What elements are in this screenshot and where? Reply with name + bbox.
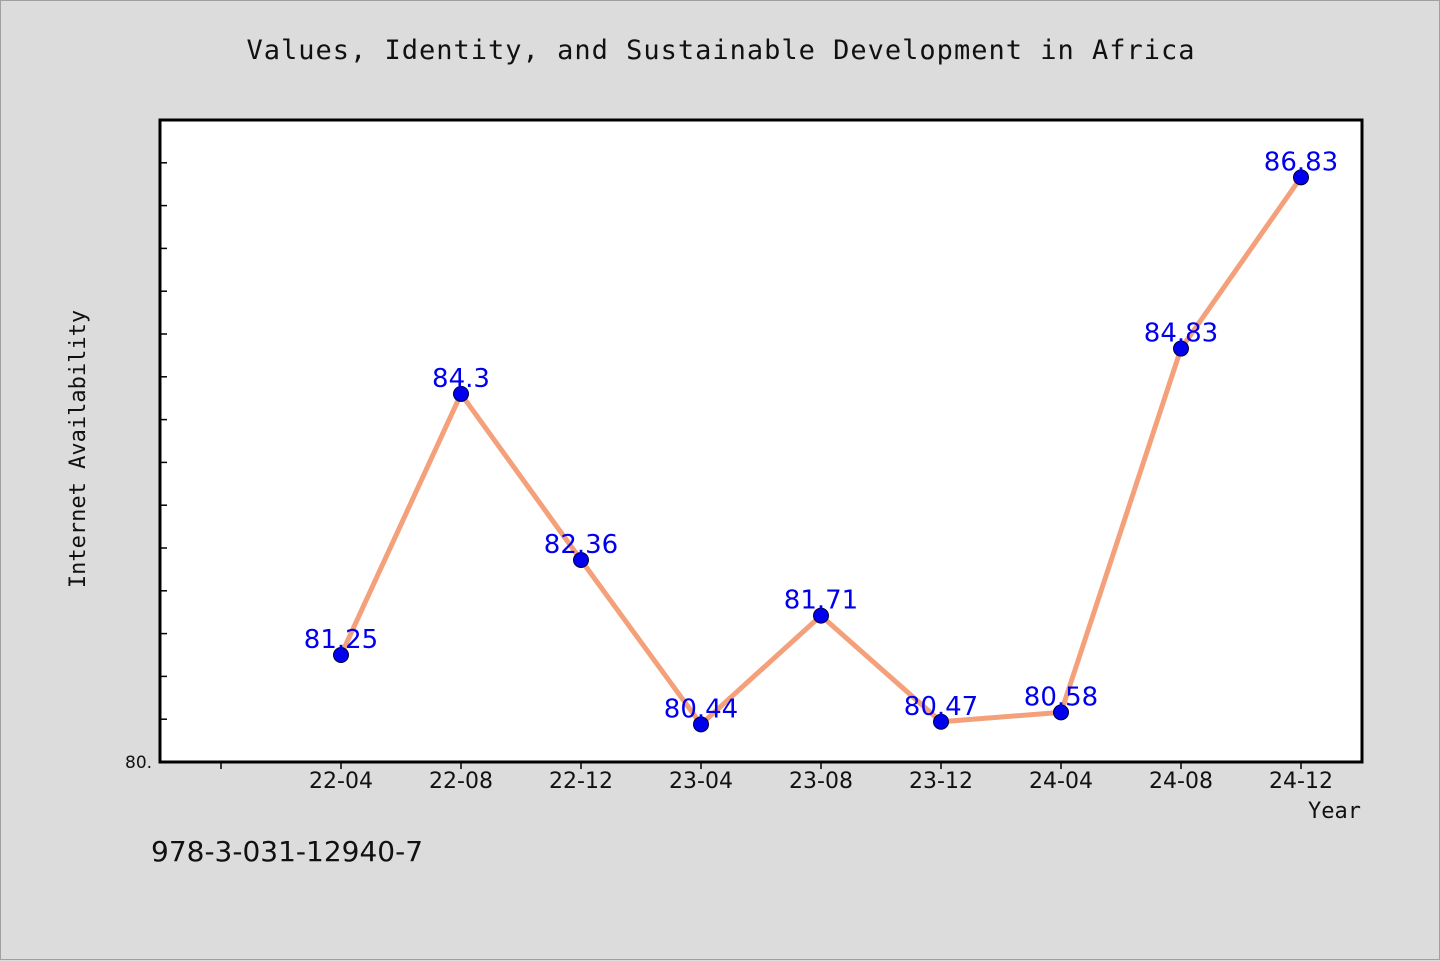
- chart-title: Values, Identity, and Sustainable Develo…: [246, 35, 1196, 66]
- data-point: [573, 551, 589, 568]
- x-axis-ticks: 22-04 22-08 22-12 23-04 23-08 23-12 24-04 24-08…: [220, 762, 1333, 794]
- footer-code: 978-3-031-12940-7: [151, 835, 424, 868]
- y-axis-title: Internet Availability: [66, 310, 91, 588]
- data-label: 86.83: [1264, 147, 1338, 177]
- data-point: [1293, 169, 1309, 186]
- data-markers: [333, 169, 1309, 733]
- data-label: 80.47: [904, 692, 978, 722]
- x-tick-label: 23-04: [669, 769, 733, 794]
- x-tick-label: 24-04: [1029, 769, 1093, 794]
- x-tick-label: 23-12: [909, 769, 973, 794]
- x-tick-label: 24-08: [1149, 769, 1213, 794]
- data-label: 84.3: [432, 364, 490, 394]
- data-label: 80.44: [664, 694, 738, 724]
- data-label: 81.71: [784, 586, 858, 616]
- x-tick-label: 22-12: [549, 769, 613, 794]
- plot-area: [158, 118, 1364, 764]
- data-point: [333, 647, 349, 663]
- y-axis-ticks: [160, 162, 167, 720]
- x-tick-label: 24-12: [1269, 769, 1333, 794]
- data-label: 81.25: [304, 625, 378, 655]
- data-label: 84.83: [1144, 319, 1218, 349]
- data-point: [933, 713, 949, 730]
- data-label: 82.36: [544, 530, 618, 560]
- data-label: 80.58: [1024, 682, 1098, 712]
- data-labels: 81.25 84.3 82.36 80.44 81.71 80.47 80.58 84.83 8…: [304, 147, 1338, 724]
- x-tick-label: 22-08: [429, 769, 493, 794]
- data-point: [1173, 340, 1189, 357]
- x-axis-title: Year: [1308, 799, 1361, 824]
- x-tick-label: 23-08: [789, 769, 853, 794]
- y-tick-label: 80.: [125, 753, 152, 773]
- data-point: [453, 385, 469, 402]
- data-point: [813, 607, 829, 624]
- x-tick-label: 22-04: [309, 769, 373, 794]
- data-point: [693, 716, 709, 733]
- data-point: [1053, 704, 1069, 721]
